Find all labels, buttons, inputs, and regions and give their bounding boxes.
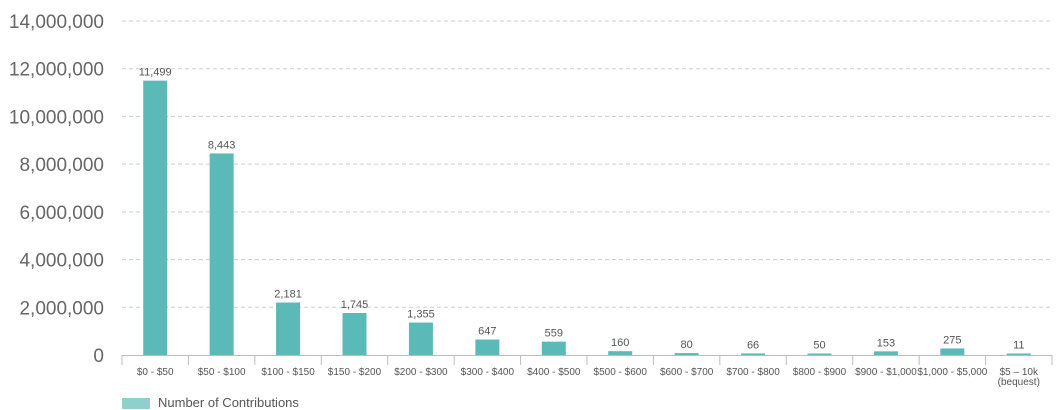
x-tick-label: $0 - $50 <box>137 367 174 378</box>
data-label: 160 <box>611 337 629 349</box>
bar <box>1006 353 1031 355</box>
data-label: 11 <box>1013 340 1024 352</box>
x-tick-label: $50 - $100 <box>198 367 246 378</box>
bar <box>608 351 633 355</box>
bar <box>541 341 566 355</box>
legend-label: Number of Contributions <box>158 395 299 410</box>
y-tick-label: 12,000,000 <box>9 60 104 81</box>
x-axis: $0 - $50 $50 - $100 $100 - $150 $150 - $200… <box>121 355 1053 388</box>
x-tick-label: $100 - $150 <box>261 367 315 378</box>
bars <box>143 80 1031 356</box>
bar <box>807 353 832 355</box>
data-label: 11,499 <box>139 67 172 79</box>
data-label: 80 <box>681 339 693 351</box>
x-tick-label: $5 – 10k (bequest) <box>998 367 1040 388</box>
data-label: 275 <box>943 334 961 346</box>
bar <box>276 302 301 355</box>
bar <box>408 322 433 355</box>
data-label: 1,355 <box>407 309 435 321</box>
x-tick-label: $800 - $900 <box>793 367 847 378</box>
data-label: 8,443 <box>208 139 236 151</box>
x-tick-label: $400 - $500 <box>527 367 581 378</box>
x-tick-label: $500 - $600 <box>594 367 648 378</box>
x-tick-label: $150 - $200 <box>328 367 382 378</box>
data-label: 66 <box>747 339 759 351</box>
y-tick-label: 6,000,000 <box>19 203 104 224</box>
legend: Number of Contributions <box>122 396 299 410</box>
x-tick-label: $700 - $800 <box>726 367 780 378</box>
data-label: 153 <box>877 337 895 349</box>
bar <box>342 313 367 355</box>
y-axis: 0 2,000,000 4,000,000 6,000,000 8,000,000 10,… <box>9 12 104 367</box>
x-tick-label: $300 - $400 <box>461 367 515 378</box>
bar <box>741 353 766 355</box>
data-label: 647 <box>478 325 496 337</box>
bar <box>209 153 234 355</box>
y-tick-label: 2,000,000 <box>19 298 104 319</box>
x-tick-label: $900 - $1,000 <box>855 367 917 378</box>
bar <box>475 339 500 355</box>
legend-swatch <box>122 397 150 409</box>
data-label: 559 <box>545 328 563 340</box>
x-tick-label: $200 - $300 <box>394 367 448 378</box>
x-tick-label: $1,000 - $5,000 <box>917 367 987 378</box>
data-label: 2,181 <box>274 289 302 301</box>
y-tick-label: 8,000,000 <box>19 155 104 176</box>
gridlines <box>122 20 1052 308</box>
data-label: 1,745 <box>341 299 369 311</box>
y-tick-label: 0 <box>93 346 104 367</box>
x-tick-label: $600 - $700 <box>660 367 714 378</box>
y-tick-label: 4,000,000 <box>19 251 104 272</box>
bar <box>873 351 898 355</box>
bar <box>940 348 965 355</box>
bar <box>674 353 699 355</box>
y-tick-label: 10,000,000 <box>9 107 104 128</box>
data-label: 50 <box>813 340 825 352</box>
bar <box>143 80 168 356</box>
y-tick-label: 14,000,000 <box>9 12 104 33</box>
data-labels: 11,499 8,443 2,181 1,745 1,355 647 559 160 80 66 5… <box>139 67 1025 352</box>
bar-chart: 11,499 8,443 2,181 1,745 1,355 647 559 160 80 66 5… <box>9 12 1053 388</box>
